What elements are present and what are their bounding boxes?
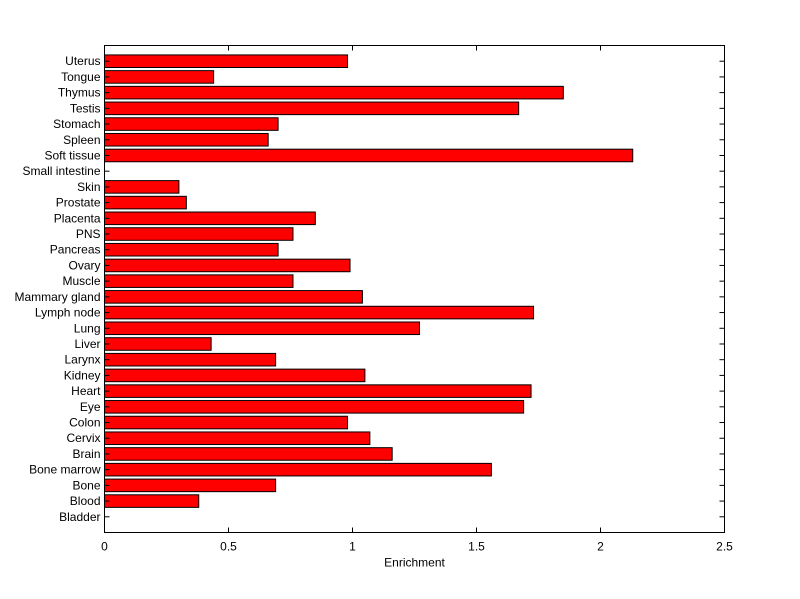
bar-pancreas [104, 242, 279, 257]
x-tick-labels: 0 0.5 1 1.5 2 2.5 [101, 540, 733, 554]
y-tick-label-lung: Lung [74, 321, 101, 335]
y-tick-label-placenta: Placenta [54, 211, 101, 225]
y-tick-label-pns: PNS [76, 227, 101, 241]
y-tick-label-bladder: Bladder [59, 510, 100, 524]
y-tick-label-lymph-node: Lymph node [35, 306, 101, 320]
bar-mammary-gland [104, 290, 363, 304]
y-tick-label-bone: Bone [72, 478, 100, 492]
x-tick-label-2: 1 [349, 540, 356, 554]
bar-spleen [104, 132, 269, 147]
bar-lung [104, 321, 420, 336]
bar-cervix [104, 431, 371, 446]
x-tick-label-4: 2 [597, 540, 604, 554]
x-tick-label-1: 0.5 [220, 540, 237, 554]
bar-placenta [104, 211, 316, 226]
y-tick-label-heart: Heart [71, 384, 101, 398]
y-tick-label-bone-marrow: Bone marrow [29, 463, 101, 477]
bar-liver [104, 337, 212, 351]
bar-skin [104, 180, 180, 194]
bar-larynx [104, 352, 277, 367]
y-tick-label-stomach: Stomach [53, 117, 100, 131]
bar-stomach [104, 117, 279, 131]
bar-kidney [104, 368, 366, 383]
y-tick-label-pancreas: Pancreas [50, 243, 101, 257]
y-tick-label-uterus: Uterus [65, 54, 100, 68]
bar-colon [104, 415, 349, 430]
x-tick-label-0: 0 [101, 540, 108, 554]
bar-soft-tissue [104, 148, 634, 163]
x-tick-label-5: 2.5 [716, 540, 733, 554]
y-tick-label-eye: Eye [80, 400, 101, 414]
y-tick-label-colon: Colon [69, 416, 100, 430]
y-tick-label-testis: Testis [70, 101, 101, 115]
y-tick-label-thymus: Thymus [58, 86, 101, 100]
plot-frame [104, 45, 725, 533]
y-tick-label-brain: Brain [72, 447, 100, 461]
bar-thymus [104, 85, 564, 100]
bar-lymph-node [104, 305, 535, 320]
y-tick-label-cervix: Cervix [66, 431, 100, 445]
bar-heart [104, 384, 532, 398]
bar-eye [104, 400, 525, 414]
y-tick-label-tongue: Tongue [61, 70, 101, 84]
bar-pns [104, 227, 294, 241]
y-tick-label-skin: Skin [77, 180, 100, 194]
x-tick-label-3: 1.5 [468, 540, 485, 554]
y-tick-label-blood: Blood [70, 494, 101, 508]
y-tick-label-mammary-gland: Mammary gland [14, 290, 100, 304]
y-tick-label-liver: Liver [74, 337, 100, 351]
bar-testis [104, 101, 520, 116]
y-tick-label-spleen: Spleen [63, 133, 100, 147]
bars-group [104, 54, 634, 508]
y-tick-label-ovary: Ovary [68, 258, 100, 272]
bar-prostate [104, 195, 187, 210]
bar-blood [104, 494, 200, 508]
bar-bone-marrow [104, 462, 492, 477]
x-axis-label: Enrichment [384, 556, 445, 570]
y-tick-label-kidney: Kidney [64, 368, 101, 382]
y-tick-label-larynx: Larynx [64, 353, 100, 367]
y-tick-label-small-intestine: Small intestine [22, 164, 100, 178]
y-tick-label-soft-tissue: Soft tissue [44, 148, 100, 162]
y-tick-label-prostate: Prostate [56, 196, 101, 210]
bar-uterus [104, 54, 349, 68]
y-tick-label-muscle: Muscle [62, 274, 100, 288]
bar-muscle [104, 274, 294, 288]
bar-bone [104, 478, 277, 493]
bar-brain [104, 447, 393, 461]
bar-tongue [104, 70, 215, 84]
bar-ovary [104, 258, 351, 273]
